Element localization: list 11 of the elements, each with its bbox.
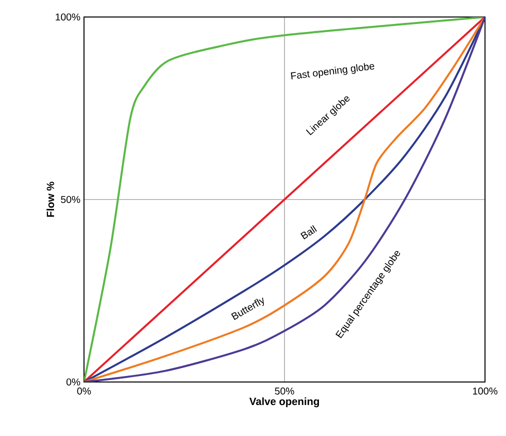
x-tick-label: 50%	[274, 388, 294, 395]
line-series	[84, 16, 486, 382]
y-axis-title: Flow %	[46, 182, 54, 217]
text: Fast opening globe	[290, 63, 374, 80]
x-tick-label: 0%	[77, 388, 91, 395]
y-tick-label: 100%	[56, 13, 80, 21]
y-tick-label: 0%	[66, 378, 80, 386]
y-tick-label: 50%	[60, 196, 80, 204]
x-axis-title: Valve opening	[249, 397, 319, 408]
text: Ball	[300, 225, 317, 240]
x-tick-label: 100%	[473, 388, 498, 395]
